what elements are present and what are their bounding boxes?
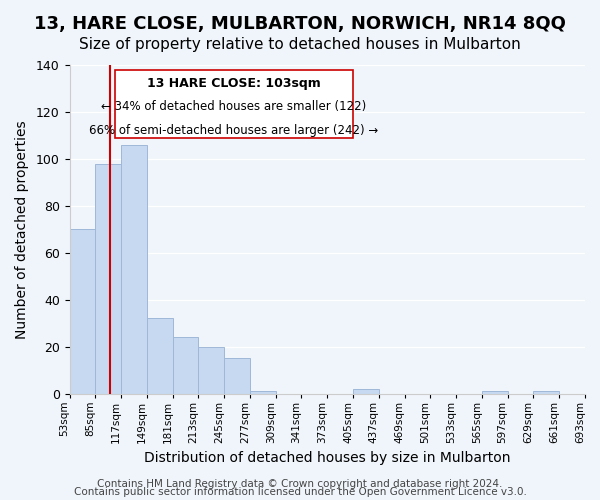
Bar (250, 392, 276, 394)
Bar (147, 318, 173, 394)
Bar (482, 392, 508, 394)
Bar (121, 145, 147, 394)
Bar (70, 230, 95, 394)
Text: 13 HARE CLOSE: 103sqm: 13 HARE CLOSE: 103sqm (147, 76, 321, 90)
Y-axis label: Number of detached properties: Number of detached properties (15, 120, 29, 338)
FancyBboxPatch shape (115, 70, 353, 138)
Text: Contains public sector information licensed under the Open Government Licence v3: Contains public sector information licen… (74, 487, 526, 497)
Text: ← 34% of detached houses are smaller (122): ← 34% of detached houses are smaller (12… (101, 100, 367, 113)
Bar (199, 346, 224, 394)
Text: 13, HARE CLOSE, MULBARTON, NORWICH, NR14 8QQ: 13, HARE CLOSE, MULBARTON, NORWICH, NR14… (34, 15, 566, 33)
Bar (533, 392, 559, 394)
Bar (353, 389, 379, 394)
Text: Contains HM Land Registry data © Crown copyright and database right 2024.: Contains HM Land Registry data © Crown c… (97, 479, 503, 489)
Bar (173, 338, 199, 394)
Text: 66% of semi-detached houses are larger (242) →: 66% of semi-detached houses are larger (… (89, 124, 379, 136)
Bar (95, 164, 121, 394)
Text: Size of property relative to detached houses in Mulbarton: Size of property relative to detached ho… (79, 38, 521, 52)
X-axis label: Distribution of detached houses by size in Mulbarton: Distribution of detached houses by size … (144, 451, 511, 465)
Bar (224, 358, 250, 394)
